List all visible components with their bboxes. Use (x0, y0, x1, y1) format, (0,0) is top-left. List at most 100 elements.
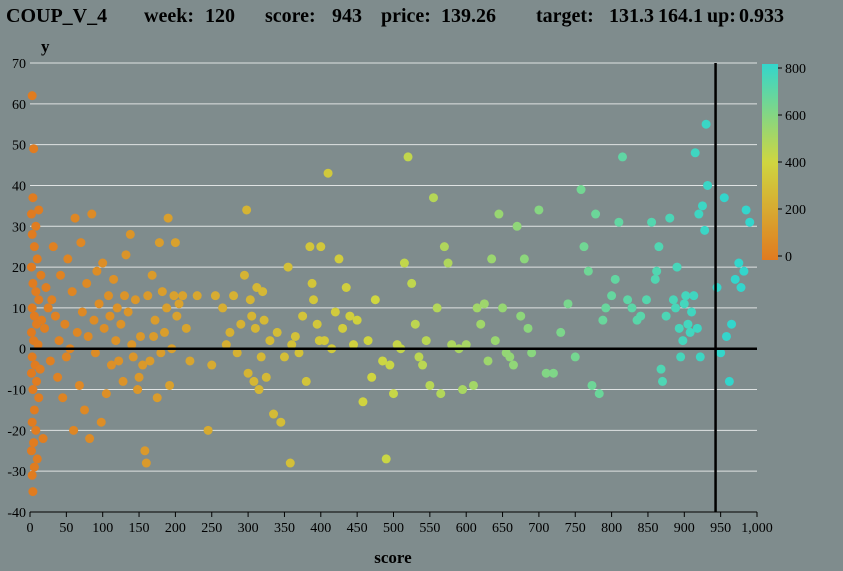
colorbar-tick-label: 800 (785, 62, 806, 77)
data-point (90, 348, 100, 358)
data-point (259, 315, 269, 325)
data-point (516, 311, 526, 321)
data-point (143, 291, 153, 301)
data-point (601, 303, 611, 313)
data-point (272, 327, 282, 337)
data-point (410, 319, 420, 329)
data-point (323, 168, 333, 178)
data-point (138, 360, 148, 370)
x-tick-label: 1,000 (741, 521, 773, 536)
x-tick-label: 150 (129, 521, 150, 536)
data-point (676, 352, 686, 362)
data-point (154, 238, 164, 248)
data-point (736, 283, 746, 292)
data-point (700, 225, 710, 235)
data-point (156, 348, 166, 358)
data-point (32, 254, 42, 264)
data-point (687, 307, 697, 317)
data-point (719, 193, 729, 203)
data-point (207, 360, 217, 370)
up-value: 0.933 (739, 5, 784, 27)
data-point (53, 372, 63, 382)
x-axis-title: score (374, 548, 412, 567)
data-point (242, 205, 252, 215)
data-point (721, 331, 731, 341)
data-point (370, 295, 380, 305)
data-point (672, 262, 682, 272)
data-point (150, 315, 160, 325)
data-point (607, 291, 617, 301)
x-tick-label: 800 (601, 521, 622, 536)
data-point (258, 287, 268, 297)
data-point (221, 340, 231, 350)
data-point (249, 376, 259, 386)
data-point (32, 376, 42, 386)
data-point (363, 336, 373, 346)
week-value: 120 (205, 5, 235, 27)
data-point (174, 299, 184, 309)
data-point (683, 319, 693, 329)
data-point (157, 287, 167, 297)
data-point (256, 352, 266, 362)
data-point (26, 368, 36, 378)
y-tick-label: 10 (12, 302, 26, 317)
data-point (29, 462, 39, 472)
data-point (28, 278, 38, 288)
colorbar-ticks: 0 200 400 600 800 (778, 62, 806, 265)
data-point (287, 340, 297, 350)
data-point (641, 295, 651, 305)
data-point (505, 352, 515, 362)
data-point (141, 458, 151, 468)
data-point (527, 348, 537, 358)
data-point (34, 205, 44, 215)
data-point (367, 372, 377, 382)
x-tick-label: 350 (274, 521, 295, 536)
x-tick-label: 100 (92, 521, 113, 536)
data-point (570, 352, 580, 362)
colorbar-tick-label: 400 (785, 156, 806, 171)
data-point (159, 327, 169, 337)
data-point (479, 299, 489, 309)
data-point (250, 323, 260, 333)
x-tick-label: 750 (565, 521, 586, 536)
data-point (534, 205, 544, 215)
data-point (418, 360, 428, 370)
data-point (76, 238, 86, 248)
data-point (27, 229, 37, 239)
data-point (421, 336, 431, 346)
data-point (674, 323, 684, 333)
data-point (34, 393, 44, 403)
colorbar-gradient (762, 64, 778, 260)
data-point (45, 356, 55, 366)
data-point (319, 336, 329, 346)
data-point (82, 278, 92, 288)
data-point (121, 250, 131, 260)
data-point (29, 242, 39, 252)
data-point (58, 393, 68, 403)
data-point (494, 209, 504, 219)
x-tick-label: 200 (165, 521, 186, 536)
data-point (294, 348, 304, 358)
data-point (487, 254, 497, 264)
data-point (407, 278, 417, 288)
data-point (745, 217, 755, 227)
data-point (245, 295, 255, 305)
data-point (109, 274, 119, 284)
x-tick-label: 850 (637, 521, 658, 536)
data-point (28, 193, 38, 203)
y-tick-label: -10 (7, 384, 26, 399)
data-point (432, 303, 442, 313)
data-point (38, 434, 48, 444)
data-point (123, 307, 133, 317)
data-point (439, 242, 449, 252)
data-point (610, 274, 620, 284)
data-point (587, 380, 597, 390)
data-point (716, 348, 726, 358)
data-point (741, 205, 751, 215)
data-point (70, 213, 80, 223)
data-point (112, 303, 122, 313)
data-point (152, 393, 162, 403)
data-point (523, 323, 533, 333)
y-axis-title: y (41, 37, 50, 56)
